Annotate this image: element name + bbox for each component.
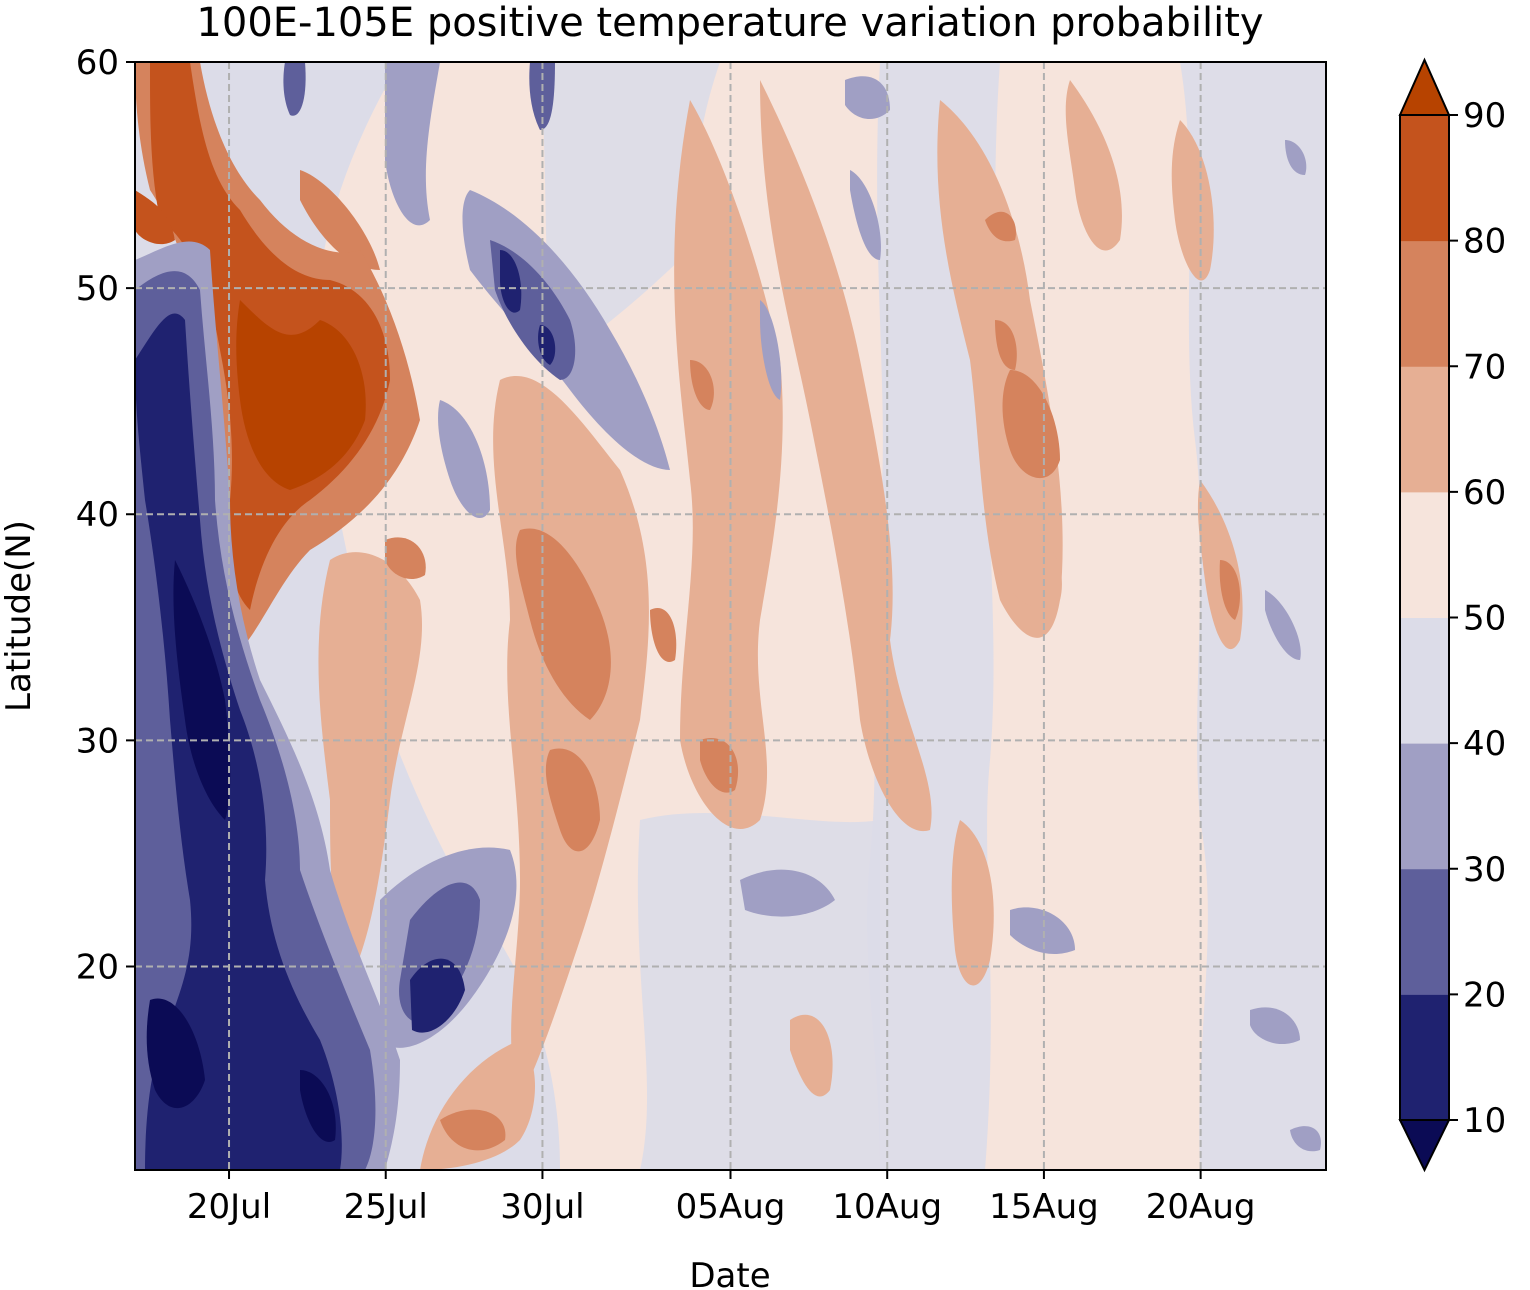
plot-area bbox=[134, 61, 1327, 1171]
region-mid-salmon-4 bbox=[995, 320, 1017, 370]
grid bbox=[135, 62, 1326, 1170]
colorbar-over-arrow bbox=[1398, 57, 1451, 116]
colorbar-under-arrow bbox=[1398, 1119, 1451, 1173]
region-red-left-top bbox=[135, 190, 175, 245]
y-tick-label: 30 bbox=[76, 721, 119, 761]
region-lightblue-small-5 bbox=[1265, 590, 1301, 660]
region-mid-salmon-1 bbox=[515, 528, 611, 720]
region-darkblue-lower bbox=[410, 958, 465, 1033]
colorbar-segment bbox=[1400, 115, 1449, 242]
y-axis: 20 30 40 50 60 bbox=[76, 43, 135, 987]
region-pale-blue-3 bbox=[540, 62, 720, 360]
region-mid-salmon-9 bbox=[690, 360, 714, 410]
region-mid-salmon-11 bbox=[440, 1109, 506, 1151]
colorbar-tick-label: 30 bbox=[1463, 850, 1506, 890]
region-mid-salmon-10 bbox=[1219, 560, 1240, 620]
region-mid-salmon-12 bbox=[300, 170, 380, 270]
region-lightblue-small-8 bbox=[1285, 140, 1307, 175]
colorbar: 10 20 30 40 50 60 70 80 90 bbox=[1398, 57, 1506, 1173]
colorbar-segment bbox=[1400, 240, 1449, 367]
colorbar-segment bbox=[1400, 617, 1449, 744]
region-salmon-8 bbox=[318, 552, 423, 980]
region-pale-blue-2 bbox=[1180, 62, 1326, 1170]
y-tick-label: 50 bbox=[76, 269, 119, 309]
y-tick-label: 20 bbox=[76, 947, 119, 987]
colorbar-tick-label: 80 bbox=[1463, 222, 1506, 262]
contour-fill bbox=[135, 62, 1326, 1170]
colorbar-segment bbox=[1400, 491, 1449, 618]
region-salmon-5 bbox=[1065, 80, 1122, 251]
y-axis-label: Latitude(N) bbox=[0, 520, 39, 712]
y-tick-label: 60 bbox=[76, 43, 119, 83]
colorbar-tick-label: 40 bbox=[1463, 724, 1506, 764]
colorbar-segment bbox=[1400, 868, 1449, 995]
region-lightblue-small-2 bbox=[845, 76, 890, 120]
region-midblue-top bbox=[283, 62, 306, 116]
region-navy-left-2 bbox=[146, 998, 205, 1109]
colorbar-segment bbox=[1400, 366, 1449, 493]
region-salmon-2 bbox=[674, 100, 783, 829]
region-salmon-7 bbox=[420, 1040, 535, 1170]
region-mid-salmon-2 bbox=[545, 748, 600, 852]
x-tick-label: 10Aug bbox=[832, 1187, 942, 1227]
y-tick-label: 40 bbox=[76, 495, 119, 535]
region-lightblue-small-7 bbox=[760, 300, 782, 400]
region-darkred-left-upper bbox=[236, 300, 366, 490]
x-axis: 20Jul 25Jul 30Jul 05Aug 10Aug 15Aug 20Aug bbox=[187, 1170, 1256, 1227]
x-tick-label: 30Jul bbox=[500, 1187, 584, 1227]
region-lightblue-small-6 bbox=[850, 170, 881, 260]
region-pale-blue-4 bbox=[637, 812, 880, 1170]
region-mid-salmon-8 bbox=[650, 608, 677, 662]
x-tick-label: 25Jul bbox=[344, 1187, 428, 1227]
chart-title: 100E-105E positive temperature variation… bbox=[196, 0, 1263, 46]
x-tick-label: 15Aug bbox=[989, 1187, 1099, 1227]
region-salmon-9 bbox=[951, 820, 994, 986]
x-axis-label: Date bbox=[689, 1256, 770, 1290]
colorbar-tick-label: 70 bbox=[1463, 347, 1506, 387]
region-navy-left-3 bbox=[300, 1070, 336, 1142]
colorbar-tick-label: 20 bbox=[1463, 975, 1506, 1015]
colorbar-tick-label: 50 bbox=[1463, 599, 1506, 639]
region-salmon-12 bbox=[790, 1014, 833, 1097]
region-mid-salmon-5 bbox=[985, 211, 1016, 242]
region-mid-salmon-3 bbox=[1002, 370, 1060, 479]
region-mid-salmon-6 bbox=[385, 537, 426, 580]
region-lightblue-small-9 bbox=[1290, 1126, 1321, 1152]
colorbar-tick-label: 60 bbox=[1463, 473, 1506, 513]
region-darkblue-diagonal bbox=[500, 250, 522, 313]
region-lightblue-upper bbox=[385, 62, 440, 226]
region-salmon-11 bbox=[1000, 520, 1062, 609]
region-salmon-6 bbox=[1171, 120, 1214, 281]
x-tick-label: 20Jul bbox=[187, 1187, 271, 1227]
region-salmon-3 bbox=[760, 80, 932, 832]
region-lightblue-small-3 bbox=[1010, 907, 1075, 955]
x-tick-label: 20Aug bbox=[1146, 1187, 1256, 1227]
colorbar-segment bbox=[1400, 994, 1449, 1121]
region-lightblue-small-1 bbox=[740, 869, 835, 917]
region-navy-left bbox=[173, 560, 231, 820]
colorbar-tick-label: 90 bbox=[1463, 96, 1506, 136]
x-tick-label: 05Aug bbox=[676, 1187, 786, 1227]
colorbar-segment bbox=[1400, 743, 1449, 870]
region-lightblue-small-4 bbox=[1250, 1007, 1300, 1045]
region-mid-salmon-7 bbox=[700, 738, 739, 793]
colorbar-tick-label: 10 bbox=[1463, 1101, 1506, 1141]
region-lightblue-mid bbox=[438, 400, 490, 519]
region-darkblue-left bbox=[135, 313, 342, 1170]
region-salmon-4 bbox=[937, 100, 1063, 638]
